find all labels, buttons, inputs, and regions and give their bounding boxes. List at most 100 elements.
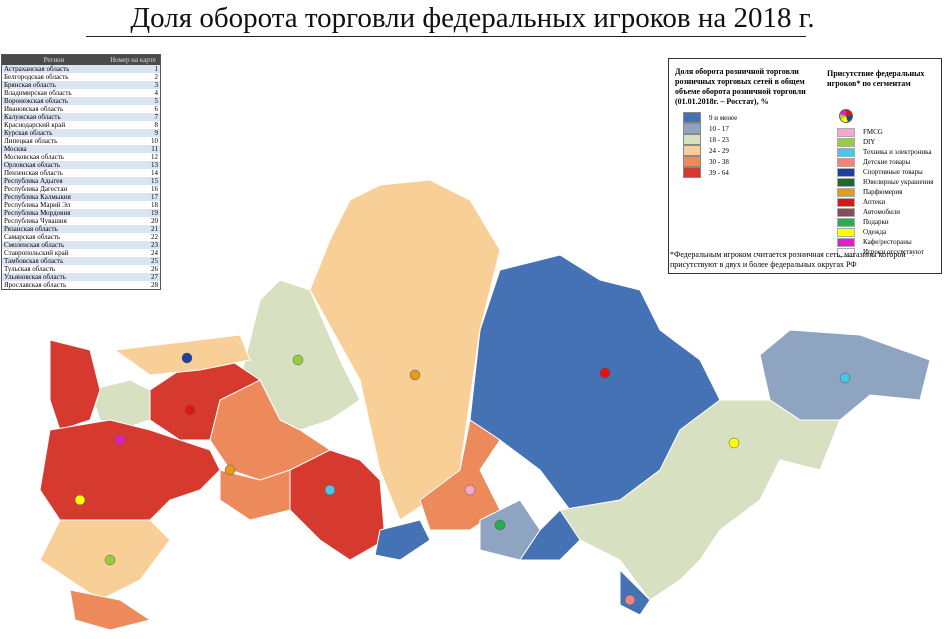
region-name: Тульская область [4, 265, 56, 273]
region-name: Самарская область [4, 233, 61, 241]
segment-item: Ювелирные украшения [837, 177, 933, 187]
table-row: Самарская область 22 [2, 233, 161, 241]
region-name: Орловская область [1, 161, 106, 169]
region [289, 449, 386, 561]
legend-item: 18 - 23 [683, 134, 737, 145]
region [559, 399, 841, 601]
segments-pie-icon [839, 109, 853, 123]
region-name: Ульяновская область [1, 273, 106, 281]
region-number: 27 [106, 273, 161, 281]
region-number: 16 [151, 185, 158, 193]
pie-icons [74, 352, 851, 606]
legend-item: 24 - 29 [683, 145, 737, 156]
region-name: Смоленская область [1, 241, 106, 249]
region-number: 14 [151, 169, 158, 177]
legend-label: 18 - 23 [709, 135, 729, 144]
segment-item: Парфюмерия [837, 187, 933, 197]
region-number: 1 [106, 65, 161, 73]
region [309, 179, 501, 521]
region [69, 589, 152, 631]
segment-label: Спортивные товары [863, 168, 923, 176]
region-number: 20 [151, 217, 158, 225]
pie-icon [114, 434, 126, 446]
region-name: Липецкая область [4, 137, 58, 145]
region-number: 23 [106, 241, 161, 249]
region-number: 3 [106, 81, 161, 89]
table-row: Тамбовская область 25 [1, 257, 161, 265]
legend-swatch [683, 134, 701, 145]
segment-label: Ювелирные украшения [863, 178, 934, 186]
table-row: Калужская область 7 [1, 113, 161, 121]
segments-list: FMCG DIY Техника и электроника Детские това… [837, 109, 933, 257]
table-row: Москва 11 [1, 145, 161, 153]
table-row: Республика Чувашия 20 [2, 217, 161, 225]
region [419, 419, 501, 531]
pie-icon [839, 372, 851, 384]
pie-icon [324, 484, 336, 496]
table-row: Владимирская область 4 [2, 89, 161, 97]
segment-swatch [837, 247, 855, 257]
region-number: 17 [106, 193, 161, 201]
legend-swatch [683, 156, 701, 167]
segment-item: Игроки отсутствуют [837, 247, 933, 257]
region-name: Республика Калмыкия [1, 193, 106, 201]
segment-swatch [837, 237, 855, 247]
segments-title: Присутствие федеральных игроков* по сегм… [827, 69, 925, 88]
legend-item: 30 - 38 [683, 156, 737, 167]
pie-icon [464, 484, 476, 496]
region-name: Республика Мордовия [1, 209, 106, 217]
segment-label: Одежда [863, 228, 887, 236]
legend-bins: 9 и менее 10 - 17 18 - 23 24 - 29 30 - 38 39 … [683, 112, 737, 178]
table-row: Курская область 9 [1, 129, 161, 137]
table-row: Воронежская область 5 [1, 97, 161, 105]
table-header: Регион Номер на карте [1, 54, 161, 65]
segment-swatch [837, 217, 855, 227]
legend-label: 9 и менее [709, 113, 738, 122]
region-name: Тамбовская область [1, 257, 106, 265]
table-row: Ярославская область 28 [2, 281, 161, 290]
region [89, 379, 151, 431]
footnote: *Федеральным игроком считается розничная… [670, 250, 906, 269]
segment-item: Кафе/рестораны [837, 237, 933, 247]
pie-icon [624, 594, 636, 606]
region-number: 4 [154, 89, 159, 97]
region-number: 2 [154, 73, 159, 81]
table-row: Смоленская область 23 [1, 241, 161, 249]
pie-icon [184, 404, 196, 416]
legend-label: 30 - 38 [709, 157, 729, 166]
region [113, 334, 251, 376]
header-cell: Регион [1, 54, 106, 65]
segment-item: Спортивные товары [837, 167, 933, 177]
legend-swatch [683, 112, 701, 123]
region-name: Республика Чувашия [4, 217, 67, 225]
table-row: Республика Калмыкия 17 [1, 193, 161, 201]
segment-item: Подарки [837, 217, 933, 227]
region-name: Брянская область [1, 81, 106, 89]
region-name: Пензенская область [4, 169, 63, 177]
table-row: Рязанская область 21 [1, 225, 161, 233]
title-rule [86, 36, 806, 37]
region-name: Московская область [4, 153, 64, 161]
segment-swatch [837, 207, 855, 217]
segment-label: Аптеки [863, 198, 886, 206]
region-number: 22 [151, 233, 158, 241]
region-number: 7 [106, 113, 161, 121]
region-number: 28 [151, 281, 158, 289]
legend-item: 9 и менее [683, 112, 737, 123]
segment-label: DIY [863, 138, 876, 146]
table-row: Московская область 12 [2, 153, 161, 161]
region-name: Республика Дагестан [4, 185, 68, 193]
region-number: 19 [106, 209, 161, 217]
region-number: 25 [106, 257, 161, 265]
legend-title: Доля оборота розничной торговли розничны… [675, 67, 806, 106]
region-number: 18 [151, 201, 158, 209]
segment-label: Кафе/рестораны [863, 238, 912, 246]
region-name: Республика Марий Эл [4, 201, 71, 209]
table-row: Брянская область 3 [1, 81, 161, 89]
table-row: Тульская область 26 [2, 265, 161, 273]
region-number: 8 [154, 121, 159, 129]
segment-swatch [837, 177, 855, 187]
region-number: 24 [151, 249, 158, 257]
